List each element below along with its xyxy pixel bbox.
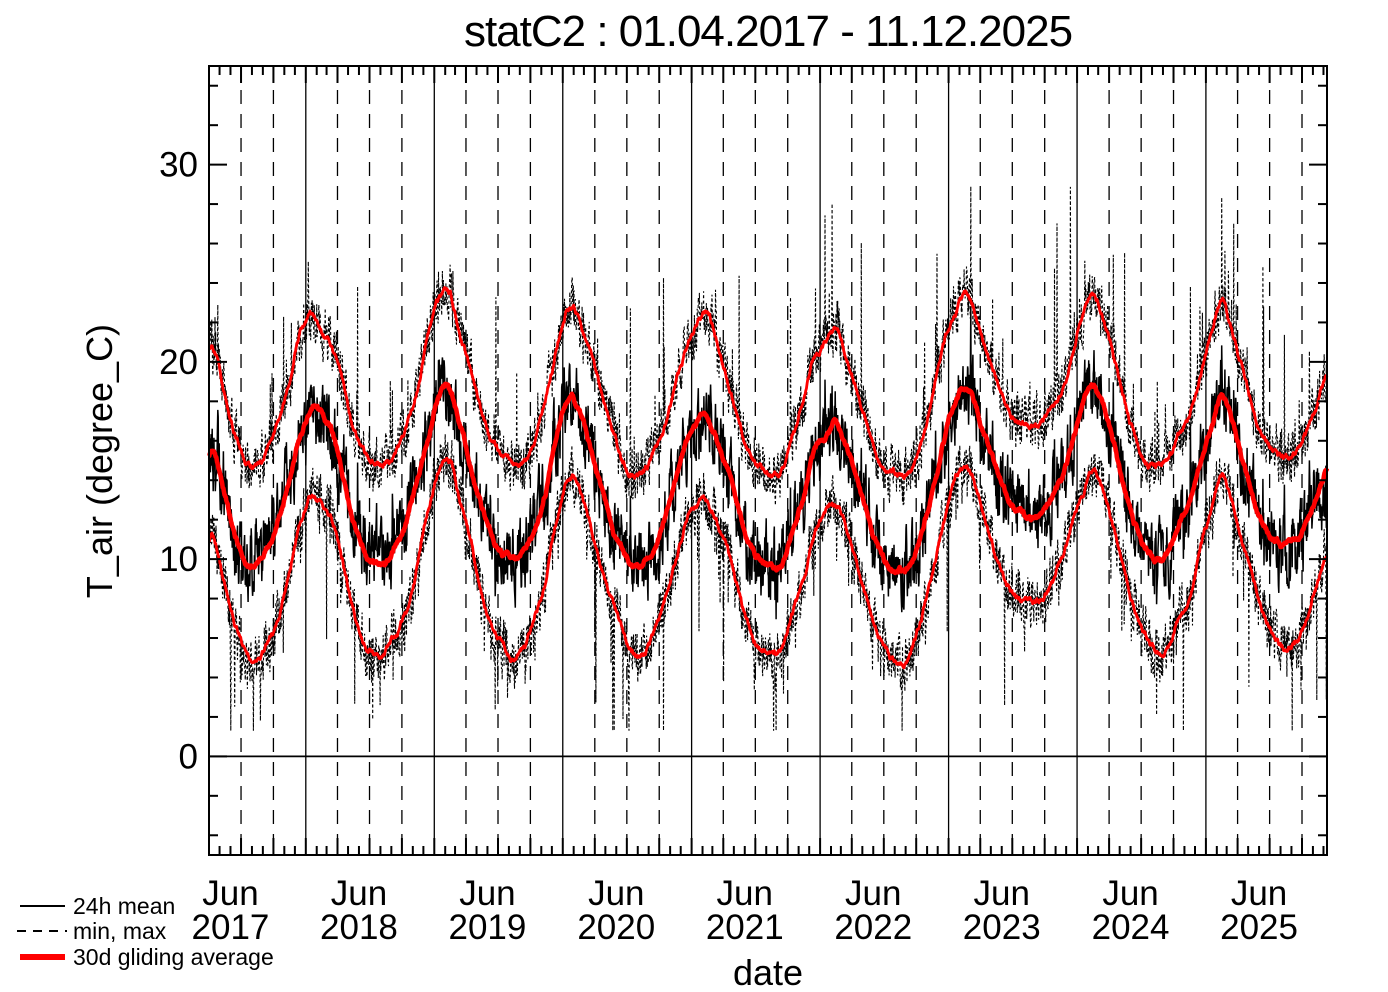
- x-tick-label-year: 2022: [834, 908, 912, 947]
- x-tick-label-year: 2023: [963, 908, 1041, 947]
- data-series: [207, 186, 1330, 731]
- x-tick-label-month: Jun: [845, 874, 901, 913]
- x-tick-label-month: Jun: [588, 874, 644, 913]
- x-tick-label-year: 2017: [192, 908, 270, 947]
- series-daily-max: [208, 186, 1328, 506]
- x-tick-label-year: 2025: [1220, 908, 1298, 947]
- chart-title: statC2 : 01.04.2017 - 11.12.2025: [464, 7, 1072, 56]
- series-30d-average-min: [207, 456, 1328, 670]
- x-tick-label-month: Jun: [202, 874, 258, 913]
- y-axis-title: T_air (degree_C): [79, 324, 120, 598]
- legend-label-30d-average: 30d gliding average: [73, 944, 274, 970]
- x-tick-label-month: Jun: [331, 874, 387, 913]
- legend-label-min-max: min, max: [73, 918, 167, 944]
- axes-frame-and-ticks: [208, 65, 1328, 856]
- x-tick-label-month: Jun: [717, 874, 773, 913]
- y-tick-label: 10: [159, 540, 198, 579]
- x-tick-label-year: 2024: [1092, 908, 1170, 947]
- x-tick-label-month: Jun: [974, 874, 1030, 913]
- y-tick-label: 30: [159, 146, 198, 185]
- legend-label-24h-mean: 24h mean: [73, 893, 175, 919]
- series-30d-average-mean: [207, 381, 1330, 576]
- x-axis-title: date: [733, 952, 803, 992]
- x-tick-label-month: Jun: [1231, 874, 1287, 913]
- x-tick-label-year: 2018: [320, 908, 398, 947]
- x-tick-labels: Jun2017Jun2018Jun2019Jun2020Jun2021Jun20…: [192, 874, 1298, 947]
- x-tick-label-year: 2019: [449, 908, 527, 947]
- x-tick-label-month: Jun: [1102, 874, 1158, 913]
- x-tick-label-year: 2020: [577, 908, 655, 947]
- gridlines: [209, 66, 1327, 855]
- plot-frame: [208, 65, 1328, 856]
- series-30d-average-max: [207, 286, 1329, 481]
- x-tick-label-year: 2021: [706, 908, 784, 947]
- y-tick-label: 20: [159, 343, 198, 382]
- legend: 24h mean min, max 30d gliding average: [17, 893, 274, 970]
- x-tick-label-month: Jun: [459, 874, 515, 913]
- y-tick-labels: 0 10 20 30: [159, 146, 198, 777]
- y-tick-label: 0: [179, 737, 198, 776]
